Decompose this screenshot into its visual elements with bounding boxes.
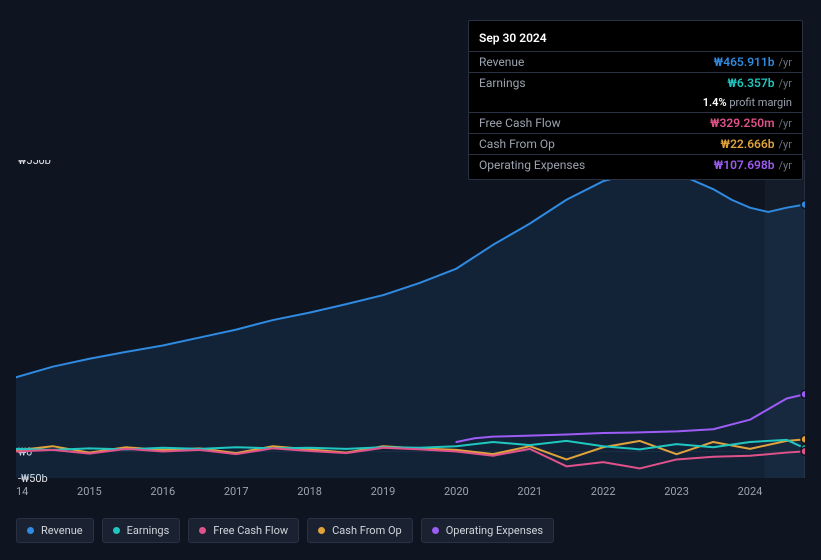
tooltip-row: Operating Expenses ₩107.698b /yr — [469, 154, 802, 175]
legend-item-cash-from-op[interactable]: Cash From Op — [307, 518, 413, 543]
tooltip-label: Revenue — [479, 55, 524, 69]
tooltip-unit: /yr — [779, 117, 792, 130]
legend-label: Operating Expenses — [446, 524, 543, 537]
tooltip-label: Free Cash Flow — [479, 116, 561, 130]
legend-item-earnings[interactable]: Earnings — [102, 518, 181, 543]
tooltip-row: Cash From Op ₩22.666b /yr — [469, 133, 802, 154]
chart-tooltip: Sep 30 2024 Revenue ₩465.911b /yr Earnin… — [468, 20, 803, 180]
svg-text:2015: 2015 — [77, 485, 102, 498]
chart-legend: Revenue Earnings Free Cash Flow Cash Fro… — [16, 518, 554, 543]
financials-chart[interactable]: ₩550b₩0-₩50b2014201520162017201820192020… — [16, 160, 805, 505]
legend-bullet-icon — [27, 527, 34, 534]
tooltip-row: Free Cash Flow ₩329.250m /yr — [469, 112, 802, 133]
chart-svg: ₩550b₩0-₩50b2014201520162017201820192020… — [16, 160, 805, 505]
tooltip-label: Operating Expenses — [479, 158, 585, 172]
tooltip-value: ₩465.911b — [714, 55, 775, 69]
tooltip-value: ₩6.357b — [727, 76, 774, 90]
legend-bullet-icon — [199, 527, 206, 534]
legend-bullet-icon — [318, 527, 325, 534]
svg-text:2014: 2014 — [16, 485, 28, 498]
svg-text:2016: 2016 — [150, 485, 175, 498]
legend-label: Free Cash Flow — [213, 524, 288, 537]
svg-text:₩550b: ₩550b — [18, 160, 51, 167]
svg-text:2020: 2020 — [444, 485, 469, 498]
tooltip-profit-margin: 1.4% profit margin — [469, 93, 802, 112]
tooltip-label: Earnings — [479, 76, 526, 90]
tooltip-date: Sep 30 2024 — [469, 29, 802, 51]
tooltip-unit: /yr — [779, 77, 792, 90]
tooltip-unit: /yr — [779, 56, 792, 69]
legend-bullet-icon — [113, 527, 120, 534]
tooltip-value: ₩107.698b — [714, 158, 775, 172]
svg-text:2019: 2019 — [371, 485, 396, 498]
svg-text:2017: 2017 — [224, 485, 249, 498]
legend-label: Cash From Op — [332, 524, 402, 537]
tooltip-label: Cash From Op — [479, 137, 555, 151]
tooltip-row: Revenue ₩465.911b /yr — [469, 51, 802, 72]
legend-label: Earnings — [127, 524, 170, 537]
svg-text:2024: 2024 — [738, 485, 763, 498]
legend-bullet-icon — [432, 527, 439, 534]
tooltip-value: ₩22.666b — [721, 137, 775, 151]
tooltip-value: ₩329.250m — [710, 116, 775, 130]
svg-text:2023: 2023 — [664, 485, 689, 498]
svg-text:2022: 2022 — [591, 485, 616, 498]
tooltip-row: Earnings ₩6.357b /yr — [469, 72, 802, 93]
legend-item-free-cash-flow[interactable]: Free Cash Flow — [188, 518, 299, 543]
svg-text:2018: 2018 — [297, 485, 322, 498]
tooltip-unit: /yr — [779, 138, 792, 151]
legend-item-operating-expenses[interactable]: Operating Expenses — [421, 518, 554, 543]
tooltip-unit: /yr — [779, 159, 792, 172]
legend-item-revenue[interactable]: Revenue — [16, 518, 94, 543]
svg-text:2021: 2021 — [517, 485, 542, 498]
legend-label: Revenue — [41, 524, 83, 537]
